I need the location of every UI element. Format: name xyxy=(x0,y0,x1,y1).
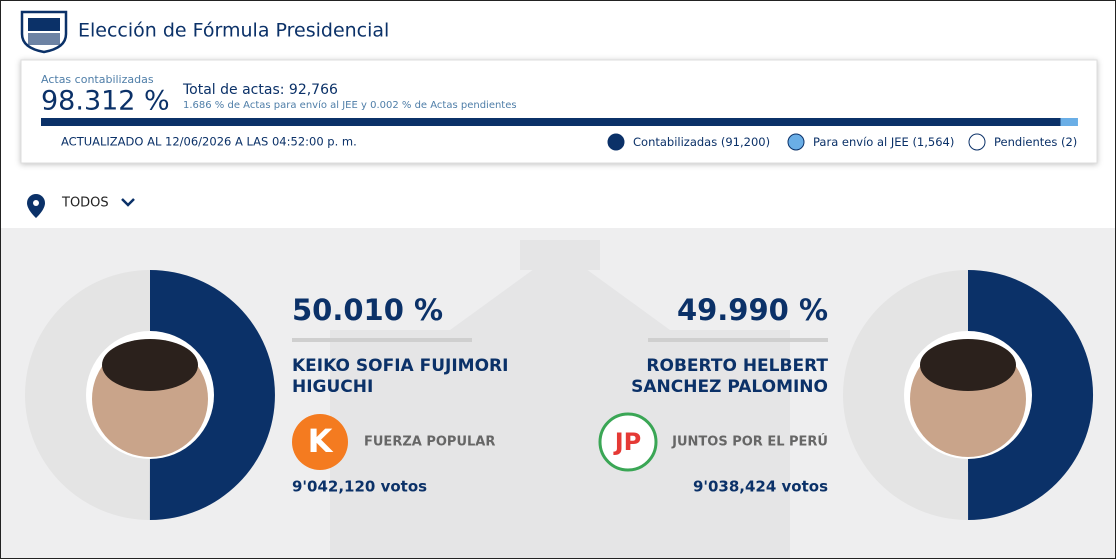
candidate-name: KEIKO SOFIA FUJIMORI xyxy=(292,356,508,376)
progress-bar xyxy=(41,118,1078,126)
legend-label: Para envío al JEE (1,564) xyxy=(813,135,954,149)
legend-label: Pendientes (2) xyxy=(994,135,1077,149)
candidate-votes: 9'042,120 votos xyxy=(292,478,427,496)
party-name: FUERZA POPULAR xyxy=(364,435,495,450)
divider xyxy=(648,338,828,342)
photo-hair xyxy=(920,339,1016,391)
legend-count: (2) xyxy=(1061,135,1077,149)
party-logo-text: K xyxy=(308,422,334,460)
legend-swatch xyxy=(607,133,625,151)
filter-label[interactable]: TODOS xyxy=(61,196,109,211)
photo-hair xyxy=(102,339,198,391)
party-logo xyxy=(292,414,348,470)
actas-percent: 98.312 % xyxy=(41,86,170,117)
page-title: Elección de Fórmula Presidencial xyxy=(78,20,389,42)
updated: ACTUALIZADO AL 12/06/2026 A LAS 04:52:00… xyxy=(61,135,357,149)
logo xyxy=(20,10,68,54)
summary-card xyxy=(20,59,1098,164)
chevron[interactable] xyxy=(121,198,135,207)
legend-count: (91,200) xyxy=(721,135,770,149)
actas-label: Actas contabilizadas xyxy=(41,73,154,86)
legend-swatch xyxy=(787,133,805,151)
bar-segment xyxy=(1060,118,1078,126)
legend: Contabilizadas (91,200) Para envío al JEE… xyxy=(607,133,1077,151)
party-name: JUNTOS POR EL PERÚ xyxy=(671,434,828,450)
party-logo xyxy=(598,412,658,472)
candidate-name: HIGUCHI xyxy=(292,377,373,397)
party-logo-text: JP xyxy=(613,428,642,456)
bar-segment xyxy=(41,118,1061,126)
legend-label: Contabilizadas (91,200) xyxy=(633,135,770,149)
legend-name: Para envío al JEE xyxy=(813,135,909,149)
legend-swatch xyxy=(968,133,986,151)
divider xyxy=(292,338,472,342)
total-value: 92,766 xyxy=(289,82,338,98)
pin-dot xyxy=(33,200,39,206)
total-text: Total de actas: xyxy=(182,82,284,98)
total-label: Total de actas: 92,766 xyxy=(182,82,338,98)
candidate-votes: 9'038,424 votos xyxy=(693,478,828,496)
candidate-name: ROBERTO HELBERT xyxy=(646,356,828,376)
building xyxy=(330,240,790,558)
legend-name: Contabilizadas xyxy=(633,135,717,149)
legend-name: Pendientes xyxy=(994,135,1057,149)
candidate-percent: 50.010 % xyxy=(292,293,443,327)
legend-count: (1,564) xyxy=(912,135,954,149)
subtitle: 1.686 % de Actas para envío al JEE y 0.0… xyxy=(183,99,517,111)
candidate-percent: 49.990 % xyxy=(677,293,828,327)
candidate-name: SANCHEZ PALOMINO xyxy=(631,377,828,397)
